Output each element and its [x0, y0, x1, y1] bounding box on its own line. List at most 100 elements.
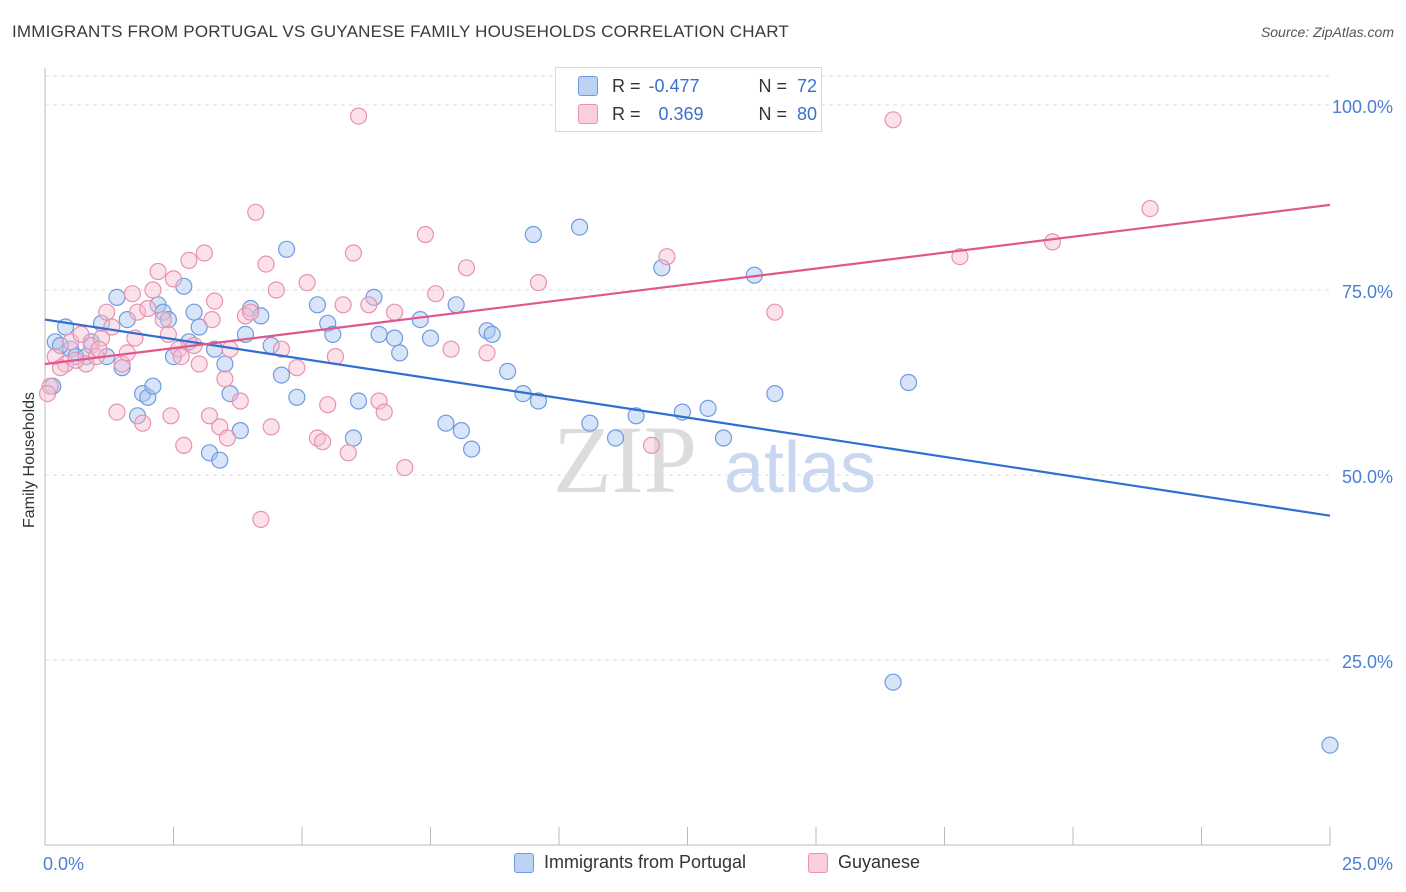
y-tick-label: 75.0% [1342, 282, 1393, 302]
guyanese-point [442, 340, 460, 358]
tick-labels: 25.0% 50.0% 75.0% 100.0% 0.0% 25.0% [43, 97, 1393, 874]
portugal-point [216, 355, 234, 373]
series-legend-guyanese: Guyanese [808, 852, 920, 873]
guyanese-point [149, 262, 167, 281]
legend-swatch-blue [578, 76, 598, 96]
portugal-point [144, 377, 162, 395]
guyanese-point [180, 251, 198, 269]
guyanese-point [144, 281, 162, 299]
legend-swatch-pink [578, 104, 598, 124]
guyanese-point [206, 292, 224, 310]
portugal-point [344, 429, 362, 447]
portugal-point [899, 373, 918, 392]
legend-r-value: -0.477 [648, 75, 700, 96]
guyanese-point [98, 303, 116, 321]
guyanese-point [272, 340, 291, 358]
guyanese-point [298, 274, 316, 292]
guyanese-point [51, 359, 70, 377]
correlation-legend: R = -0.477 N = 72 R = 0.369 N = 80 [555, 67, 822, 132]
guyanese-point [1141, 200, 1159, 218]
guyanese-point [457, 259, 476, 277]
portugal-point [349, 392, 368, 410]
guyanese-point [478, 344, 496, 362]
guyanese-point [334, 296, 352, 314]
legend-r-label: R = [612, 75, 641, 96]
guyanese-point [884, 111, 902, 129]
legend-row-guyanese: R = 0.369 N = 80 [578, 102, 817, 126]
portugal-point [699, 399, 717, 417]
guyanese-point [90, 340, 108, 358]
guyanese-point [200, 407, 219, 425]
series-swatch-blue [514, 852, 534, 873]
portugal-point [411, 311, 429, 329]
legend-n-value: 72 [797, 75, 818, 96]
x-tick-label: 25.0% [1342, 854, 1393, 874]
portugal-point [385, 329, 404, 347]
portugal-point [463, 440, 481, 458]
guyanese-point [231, 392, 249, 410]
guyanese-point [38, 385, 57, 403]
portugal-point [288, 388, 306, 406]
guyanese-point [203, 311, 221, 329]
guyanese-point [416, 225, 434, 244]
guyanese-point [108, 403, 126, 421]
portugal-point [529, 392, 548, 410]
guyanese-point [195, 244, 213, 262]
guyanese-point [103, 318, 121, 336]
portugal-point [190, 318, 208, 336]
series-swatch-pink [808, 852, 828, 873]
guyanese-trend-line [44, 203, 1331, 366]
guyanese-point [349, 107, 368, 125]
guyanese-point [247, 203, 265, 221]
portugal-point [499, 362, 517, 380]
guyanese-point [951, 248, 969, 266]
watermark-atlas: atlas [724, 428, 876, 508]
guyanese-point [288, 359, 306, 377]
guyanese-point [218, 429, 237, 447]
guyanese-point [370, 392, 388, 410]
portugal-point [391, 344, 409, 362]
watermark-zip: ZIP [553, 406, 697, 513]
portugal-point [437, 414, 455, 432]
portugal-point [159, 311, 177, 329]
portugal-point [108, 288, 126, 306]
guyanese-point [190, 355, 208, 373]
portugal-point [714, 429, 733, 447]
guyanese-point [252, 510, 270, 529]
portugal-point [231, 422, 249, 440]
series-legend: Immigrants from Portugal Guyanese [0, 852, 1406, 876]
portugal-point [653, 259, 671, 277]
legend-n-label: N = [758, 75, 788, 96]
guyanese-point [375, 403, 393, 421]
guyanese-point [766, 303, 784, 321]
portugal-point [1321, 736, 1339, 754]
guyanese-point [113, 355, 131, 373]
x-tick-label: 0.0% [43, 854, 84, 874]
portugal-point [370, 325, 388, 343]
guyanese-point [172, 348, 190, 366]
legend-r-value: 0.369 [658, 103, 704, 124]
axes [44, 68, 1331, 846]
y-tick-label: 25.0% [1342, 652, 1393, 672]
guyanese-point [396, 459, 414, 477]
guyanese-point [313, 433, 332, 451]
series-legend-portugal: Immigrants from Portugal [514, 852, 746, 873]
guyanese-point [267, 281, 285, 299]
guyanese-point [139, 299, 157, 318]
guyanese-point [658, 248, 676, 266]
series-legend-label: Immigrants from Portugal [544, 852, 747, 872]
guyanese-point [1043, 233, 1062, 251]
portugal-point [581, 414, 599, 432]
portugal-point [324, 325, 342, 343]
guyanese-point [385, 303, 404, 321]
guyanese-point [164, 270, 183, 288]
portugal-point [483, 325, 501, 343]
guyanese-point [72, 325, 90, 343]
legend-n-value: 80 [797, 103, 818, 124]
guyanese-point [242, 303, 260, 321]
guyanese-point [92, 329, 111, 347]
portugal-point [524, 225, 542, 244]
portugal-point [185, 303, 203, 321]
guyanese-point [154, 311, 172, 329]
